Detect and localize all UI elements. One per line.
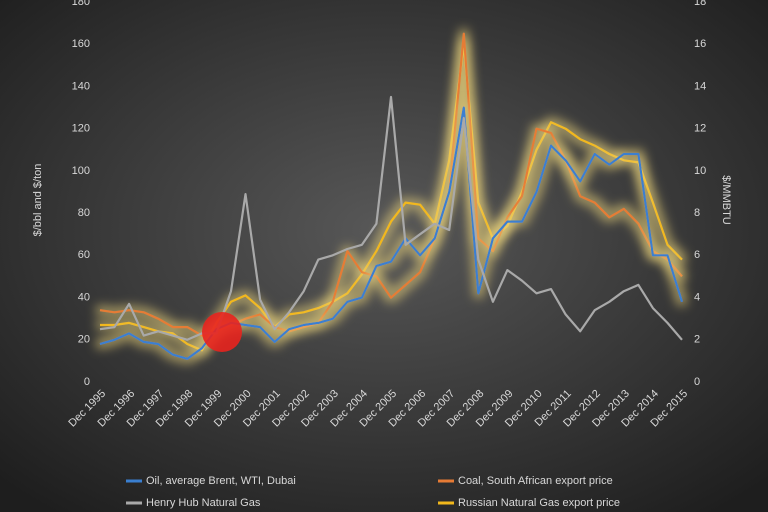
- legend-label: Henry Hub Natural Gas: [146, 497, 261, 509]
- y2-tick-label: 16: [694, 38, 706, 50]
- y-tick-label: 20: [78, 334, 90, 346]
- y2-tick-label: 18: [694, 0, 706, 8]
- y2-tick-label: 6: [694, 249, 700, 261]
- y-tick-label: 60: [78, 249, 90, 261]
- y-tick-label: 180: [72, 0, 90, 8]
- y2-tick-label: 8: [694, 207, 700, 219]
- y2-tick-label: 0: [694, 376, 700, 388]
- y-tick-label: 40: [78, 291, 90, 303]
- series-line: [100, 43, 683, 352]
- series-line: [99, 106, 684, 360]
- y2-tick-label: 4: [694, 291, 700, 303]
- y2-axis-label: $/MMBTU: [720, 175, 732, 225]
- legend-label: Russian Natural Gas export price: [458, 497, 620, 509]
- y2-tick-label: 12: [694, 123, 706, 135]
- y-tick-label: 80: [78, 207, 90, 219]
- highlight-marker: [202, 312, 242, 352]
- y2-tick-label: 14: [694, 80, 706, 92]
- y2-tick-label: 10: [694, 165, 706, 177]
- y-axis-label: $/bbl and $/ton: [32, 164, 44, 237]
- legend-label: Coal, South African export price: [458, 475, 613, 487]
- y2-tick-label: 2: [694, 334, 700, 346]
- legend-label: Oil, average Brent, WTI, Dubai: [146, 475, 296, 487]
- y-tick-label: 120: [72, 123, 90, 135]
- y-tick-label: 100: [72, 165, 90, 177]
- y-tick-label: 160: [72, 38, 90, 50]
- series-line: [99, 32, 683, 337]
- y-tick-label: 140: [72, 80, 90, 92]
- y-tick-label: 0: [84, 376, 90, 388]
- series-line: [99, 95, 683, 341]
